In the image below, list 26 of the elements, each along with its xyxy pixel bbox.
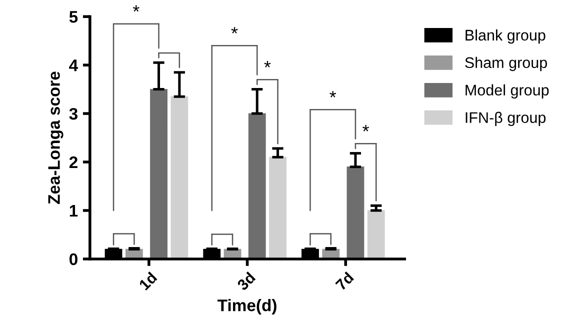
legend-label: IFN-β group bbox=[466, 112, 546, 126]
y-tick-label: 2 bbox=[69, 156, 78, 168]
y-tick-label: 1 bbox=[70, 205, 78, 217]
y-tick-label: 4 bbox=[69, 60, 78, 72]
y-tick-label: 5 bbox=[69, 11, 78, 23]
annotation: * bbox=[264, 61, 271, 68]
legend-label: Sham group bbox=[465, 56, 547, 72]
bar bbox=[367, 210, 385, 259]
annotation: * bbox=[362, 125, 370, 132]
bar bbox=[150, 88, 168, 259]
text: * bbox=[132, 5, 140, 12]
annotation: * bbox=[330, 91, 336, 98]
y-axis-title: Zea-Longa score bbox=[48, 72, 64, 204]
bar bbox=[269, 156, 286, 259]
x-axis-title: Time(d) bbox=[218, 298, 276, 315]
bar bbox=[170, 96, 188, 259]
y-tick-label: 3 bbox=[69, 108, 78, 120]
x-tick-label: 3d bbox=[236, 271, 256, 292]
bar bbox=[346, 166, 364, 259]
bar bbox=[248, 113, 266, 259]
legend-label: Blank group bbox=[466, 29, 546, 44]
legend-label: Model group bbox=[466, 84, 549, 99]
annotation: * bbox=[231, 27, 238, 34]
x-tick-label: 1d bbox=[138, 271, 158, 291]
x-tick-label: 7d bbox=[334, 271, 354, 291]
y-tick-label: 0 bbox=[70, 253, 78, 266]
